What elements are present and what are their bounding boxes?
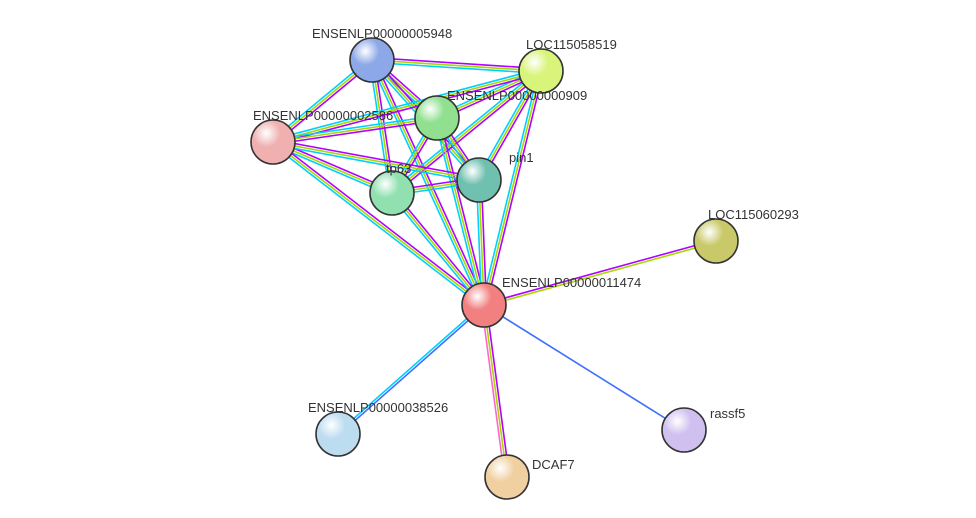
network-node[interactable] bbox=[519, 49, 563, 93]
network-node[interactable] bbox=[370, 171, 414, 215]
network-node[interactable] bbox=[485, 455, 529, 499]
network-node[interactable] bbox=[251, 120, 295, 164]
network-node[interactable] bbox=[694, 219, 738, 263]
nodes-layer bbox=[0, 0, 976, 518]
network-node[interactable] bbox=[662, 408, 706, 452]
network-node[interactable] bbox=[457, 158, 501, 202]
network-node[interactable] bbox=[415, 96, 459, 140]
network-node[interactable] bbox=[462, 283, 506, 327]
network-node[interactable] bbox=[316, 412, 360, 456]
network-diagram: ENSENLP00000005948LOC115058519ENSENLP000… bbox=[0, 0, 976, 518]
network-node[interactable] bbox=[350, 38, 394, 82]
